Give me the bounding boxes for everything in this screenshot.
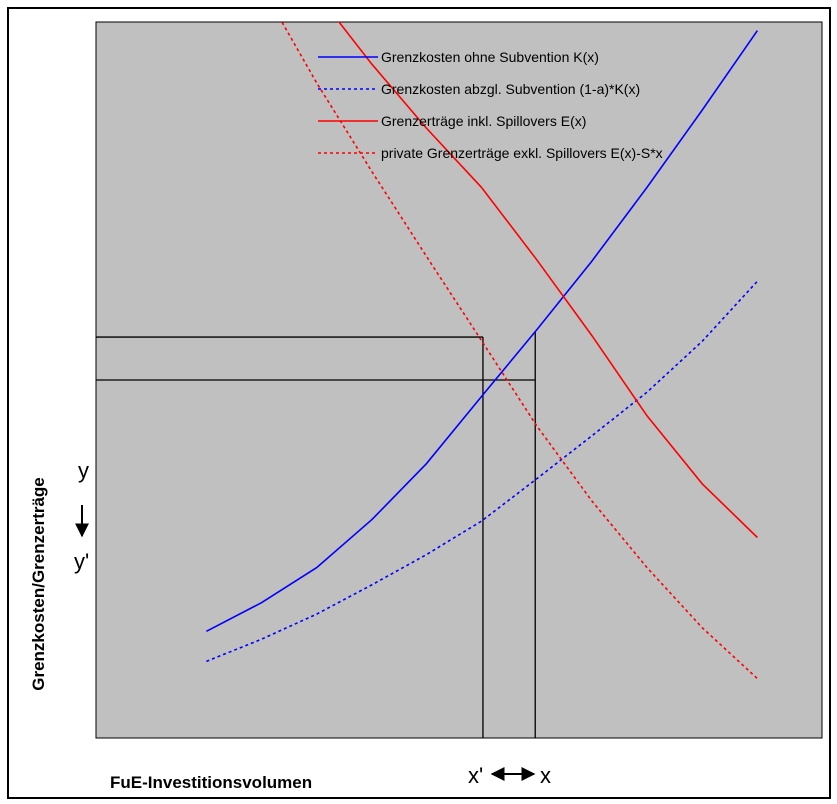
legend-label-4: private Grenzerträge exkl. Spillovers E(…: [381, 145, 663, 161]
x-level-label: x: [540, 763, 551, 788]
legend-label-3: Grenzerträge inkl. Spillovers E(x): [381, 113, 586, 129]
y-prime-level-label: y': [74, 549, 89, 574]
guide-lines: [96, 331, 536, 738]
y-level-label: y: [78, 458, 89, 483]
x-prime-level-label: x': [468, 763, 483, 788]
series-line-1: [206, 30, 759, 633]
x-axis-label: FuE-Investitionsvolumen: [110, 773, 312, 792]
legend: Grenzkosten ohne Subvention K(x) Grenzkos…: [318, 49, 663, 161]
series-line-3: [337, 22, 758, 539]
series-line-4: [281, 22, 758, 680]
legend-label-2: Grenzkosten abzgl. Subvention (1-a)*K(x): [381, 81, 640, 97]
series-layer: [206, 22, 759, 680]
legend-label-1: Grenzkosten ohne Subvention K(x): [381, 49, 599, 65]
y-axis-label: Grenzkosten/Grenzerträge: [29, 477, 48, 691]
